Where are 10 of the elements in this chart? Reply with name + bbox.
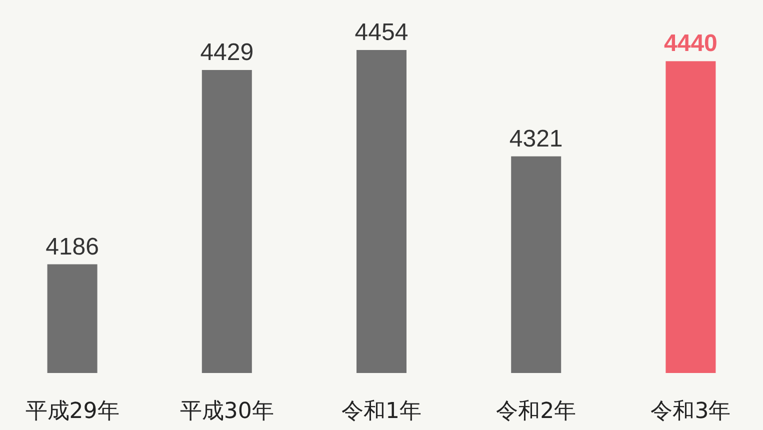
x-tick-label: 令和3年: [650, 399, 731, 424]
x-tick-label: 平成29年: [25, 399, 120, 424]
data-label: 4440: [664, 30, 718, 58]
x-tick-label: 令和1年: [342, 399, 422, 424]
x-tick-label: 令和2年: [496, 399, 576, 424]
data-label: 4321: [509, 125, 563, 152]
data-label: 4429: [200, 38, 254, 66]
x-tick-label: 平成30年: [180, 399, 274, 424]
data-label: 4186: [46, 233, 99, 260]
data-label: 4454: [354, 19, 408, 46]
